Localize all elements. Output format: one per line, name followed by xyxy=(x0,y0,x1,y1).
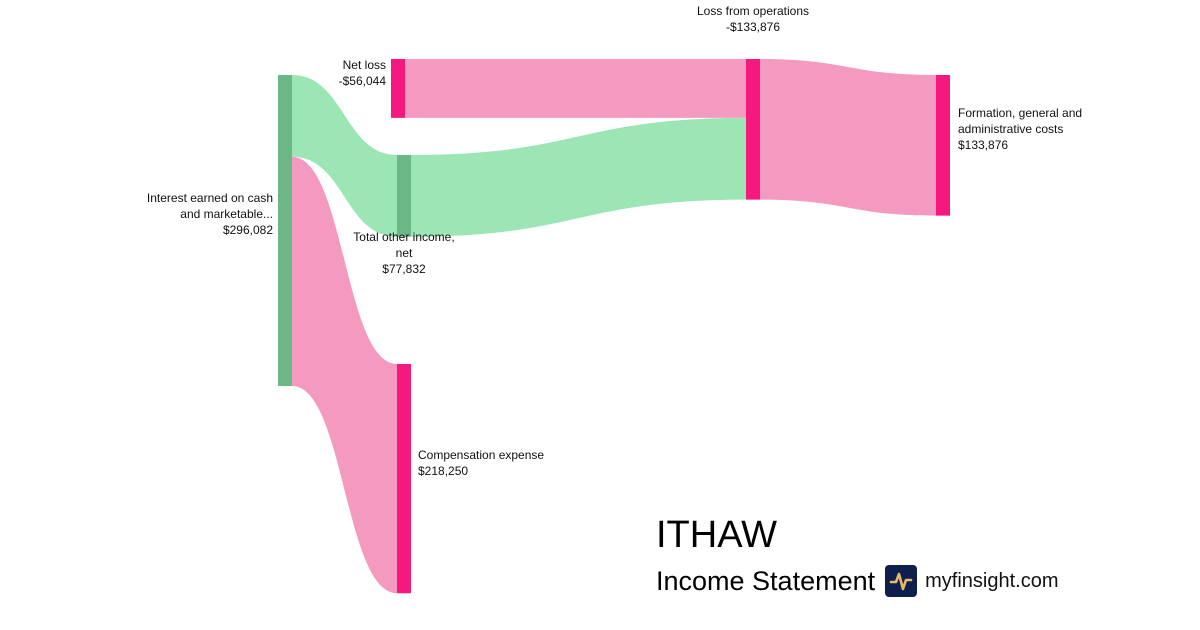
node-value: $77,832 xyxy=(382,262,426,276)
node-label: Total other income, xyxy=(353,230,454,244)
node-value: -$133,876 xyxy=(726,20,780,34)
node-label: net xyxy=(396,246,413,260)
link-ops-formation xyxy=(760,59,936,216)
node-label: and marketable... xyxy=(180,207,273,221)
node-interest xyxy=(278,75,292,386)
link-interest-comp xyxy=(292,156,397,594)
site-name: myfinsight.com xyxy=(925,569,1059,592)
node-value: $133,876 xyxy=(958,138,1008,152)
node-netloss xyxy=(391,59,405,118)
link-netloss-ops xyxy=(405,59,746,118)
node-label: administrative costs xyxy=(958,122,1063,136)
node-value: -$56,044 xyxy=(339,74,387,88)
node-formation xyxy=(936,75,950,216)
node-label: Net loss xyxy=(343,58,386,72)
link-other-ops xyxy=(411,117,746,237)
subtitle-row: Income Statement myfinsight.com xyxy=(656,565,1059,597)
ticker-title: ITHAW xyxy=(656,514,778,556)
node-label: Loss from operations xyxy=(697,4,809,18)
node-ops xyxy=(746,59,760,200)
node-label: Interest earned on cash xyxy=(147,191,273,205)
node-value: $218,250 xyxy=(418,464,468,478)
node-value: $296,082 xyxy=(223,223,273,237)
node-comp xyxy=(397,364,411,594)
node-label: Compensation expense xyxy=(418,448,544,462)
statement-title: Income Statement xyxy=(656,565,876,596)
node-other xyxy=(397,155,411,237)
pulse-icon xyxy=(885,565,918,597)
link-interest-other xyxy=(292,75,397,237)
node-label: Formation, general and xyxy=(958,106,1082,120)
